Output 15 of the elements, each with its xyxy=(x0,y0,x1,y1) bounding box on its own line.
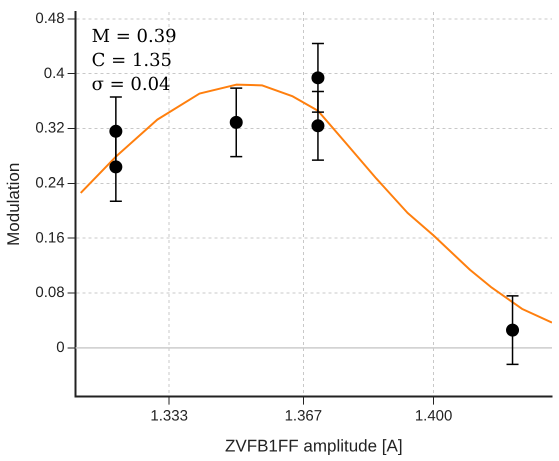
x-tick-label: 1.333 xyxy=(150,408,188,425)
y-tick-label: 0.4 xyxy=(44,64,65,82)
y-tick-label: 0.32 xyxy=(35,120,65,137)
annotation: σ = 0.04 xyxy=(92,74,170,95)
y-tick-label: 0.48 xyxy=(35,10,65,27)
annotation: M = 0.39 xyxy=(92,26,177,47)
x-axis-title: ZVFB1FF amplitude [A] xyxy=(224,436,403,456)
annotation: C = 1.35 xyxy=(92,50,172,71)
y-tick-label: 0.24 xyxy=(35,174,65,192)
x-tick-label: 1.400 xyxy=(414,408,452,425)
y-tick-label: 0.08 xyxy=(35,284,65,302)
y-tick-label: 0.16 xyxy=(35,229,65,246)
y-axis-title: Modulation xyxy=(4,162,23,246)
y-tick-label: 0 xyxy=(56,339,65,356)
x-tick-label: 1.367 xyxy=(284,408,322,425)
